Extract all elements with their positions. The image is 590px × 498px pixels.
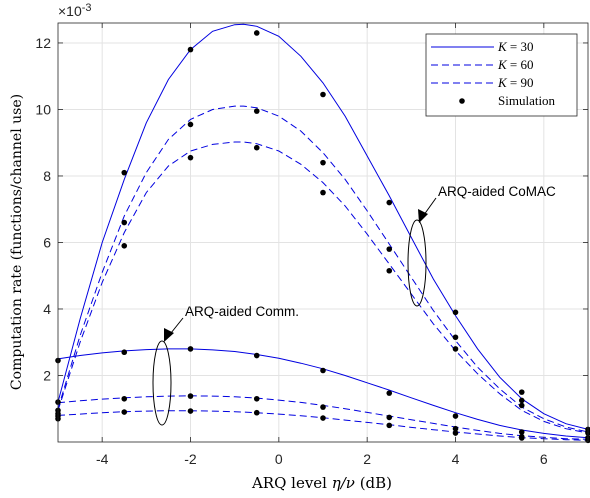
comm-ellipse xyxy=(152,340,172,426)
x-axis-label-main: ARQ level xyxy=(251,474,332,492)
simulation-point xyxy=(386,414,393,421)
simulation-point xyxy=(121,349,128,356)
series-line-comac-k30 xyxy=(57,23,589,430)
simulation-point xyxy=(187,154,194,161)
legend-k60-rest: = 60 xyxy=(507,57,534,72)
legend-k30-rest: = 30 xyxy=(507,39,534,54)
simulation-point xyxy=(121,219,128,226)
y-exponent-power: -3 xyxy=(82,2,92,14)
legend-label-simulation: Simulation xyxy=(498,93,556,108)
simulation-point xyxy=(187,408,194,414)
simulation-point xyxy=(121,243,128,249)
simulation-point xyxy=(253,108,260,114)
simulation-point xyxy=(253,395,260,402)
simulation-point xyxy=(452,309,459,316)
y-tick-label: 2 xyxy=(43,367,51,383)
y-tick-label: 6 xyxy=(43,234,51,250)
simulation-point xyxy=(386,199,393,206)
simulation-point xyxy=(386,390,393,396)
legend-k30-math: K xyxy=(497,39,508,54)
y-tick-label: 12 xyxy=(35,35,51,51)
legend-k90-rest: = 90 xyxy=(507,75,534,90)
simulation-point xyxy=(518,389,525,395)
y-tick-label: 8 xyxy=(43,168,51,184)
x-tick-label: 2 xyxy=(363,451,371,467)
simulation-point xyxy=(320,189,326,196)
annotations: ARQ-aided CoMAC ARQ-aided Comm. xyxy=(152,184,556,426)
simulation-point xyxy=(320,159,326,166)
x-tick-label: 6 xyxy=(540,451,548,467)
y-tick-label: 4 xyxy=(43,301,51,317)
simulation-point xyxy=(452,334,459,341)
simulation-point xyxy=(386,267,393,274)
comm-arrowhead xyxy=(164,328,174,342)
y-exponent-base: ×10 xyxy=(58,3,82,19)
comac-ellipse xyxy=(407,219,427,307)
simulation-point xyxy=(253,409,260,416)
simulation-point xyxy=(518,397,525,404)
legend: K = 30 K = 60 K = 90 Simulation xyxy=(425,33,578,117)
simulation-point xyxy=(452,346,459,352)
simulation-point xyxy=(121,395,128,402)
simulation-points xyxy=(55,30,590,444)
comac-annotation-label: ARQ-aided CoMAC xyxy=(438,184,556,199)
legend-label-k90: K = 90 xyxy=(497,75,534,90)
simulation-point xyxy=(253,30,260,36)
y-tick-label: 10 xyxy=(35,101,51,117)
x-axis-label-unit: (dB) xyxy=(355,474,392,492)
simulation-point xyxy=(121,169,128,176)
simulation-point xyxy=(187,121,194,128)
simulation-point xyxy=(518,429,525,435)
x-tick-label: 0 xyxy=(275,451,283,467)
comm-annotation-label: ARQ-aided Comm. xyxy=(185,304,299,319)
simulation-point xyxy=(187,346,194,352)
simulation-point xyxy=(187,46,194,53)
legend-label-k60: K = 60 xyxy=(497,57,534,72)
simulation-point xyxy=(320,404,326,410)
x-tick-label: -2 xyxy=(184,451,197,467)
legend-label-k30: K = 30 xyxy=(497,39,534,54)
legend-swatch-simulation xyxy=(459,98,465,104)
y-axis-exponent: ×10-3 xyxy=(58,2,92,19)
simulation-point xyxy=(452,430,459,436)
simulation-point xyxy=(320,91,326,98)
comac-arrowhead xyxy=(418,209,428,223)
simulation-point xyxy=(187,393,194,399)
simulation-point xyxy=(121,409,128,415)
simulation-point xyxy=(452,425,459,432)
x-axis-label-math: η/ν xyxy=(332,474,355,492)
legend-k90-math: K xyxy=(497,75,508,90)
axes: -4 -2 0 2 4 6 2 4 6 8 10 12 xyxy=(35,22,589,467)
simulation-point xyxy=(253,352,260,359)
simulation-point xyxy=(320,367,326,374)
simulation-point xyxy=(253,144,260,151)
plot-frame xyxy=(57,22,589,443)
legend-box xyxy=(425,33,578,117)
simulation-point xyxy=(386,422,393,429)
legend-k60-math: K xyxy=(497,57,508,72)
simulation-point xyxy=(518,402,525,409)
simulation-point xyxy=(452,413,459,419)
x-tick-label: -4 xyxy=(96,451,109,467)
x-tick-label: 4 xyxy=(452,451,460,467)
series-line-comac-k60 xyxy=(57,105,589,433)
x-axis-label: ARQ level η/ν (dB) xyxy=(251,474,392,492)
y-axis-label: Computation rate (functions/channel use) xyxy=(9,94,25,390)
simulation-point xyxy=(518,435,525,441)
simulation-point xyxy=(386,246,393,252)
simulation-point xyxy=(320,415,326,421)
